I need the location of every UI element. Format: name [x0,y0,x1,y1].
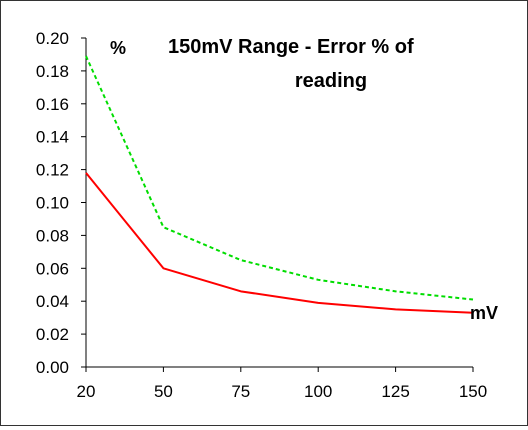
y-tick-label: 0.18 [36,62,69,81]
series-line-2 [85,55,474,301]
series-lines [85,55,474,314]
chart-title-line2: reading [295,70,367,92]
chart-title-line1: 150mV Range - Error % of [168,36,414,58]
y-tick-label: 0.02 [36,325,69,344]
y-tick-label: 0.20 [36,29,69,48]
y-axis-unit-label: % [110,38,126,58]
x-tick-label: 75 [231,382,250,401]
y-tick-label: 0.12 [36,161,69,180]
y-tick-label: 0.14 [36,128,69,147]
x-tick-label: 50 [154,382,173,401]
y-tick-label: 0.00 [36,358,69,377]
y-tick-label: 0.08 [36,226,69,245]
x-tick-label: 150 [459,382,487,401]
x-axis-ticks: 20 50 75 100 125 150 [77,367,487,401]
x-tick-label: 125 [381,382,409,401]
x-axis-unit-label: mV [470,303,498,323]
x-tick-label: 20 [77,382,96,401]
x-tick-label: 100 [304,382,332,401]
axes [85,38,473,368]
y-tick-label: 0.16 [36,95,69,114]
y-tick-label: 0.10 [36,194,69,213]
series-line-1 [85,172,474,314]
y-axis-ticks: 0.00 0.02 0.04 0.06 0.08 0.10 0.12 0.14 0.16 0.18… [36,29,86,377]
y-tick-label: 0.06 [36,259,69,278]
y-tick-label: 0.04 [36,292,69,311]
